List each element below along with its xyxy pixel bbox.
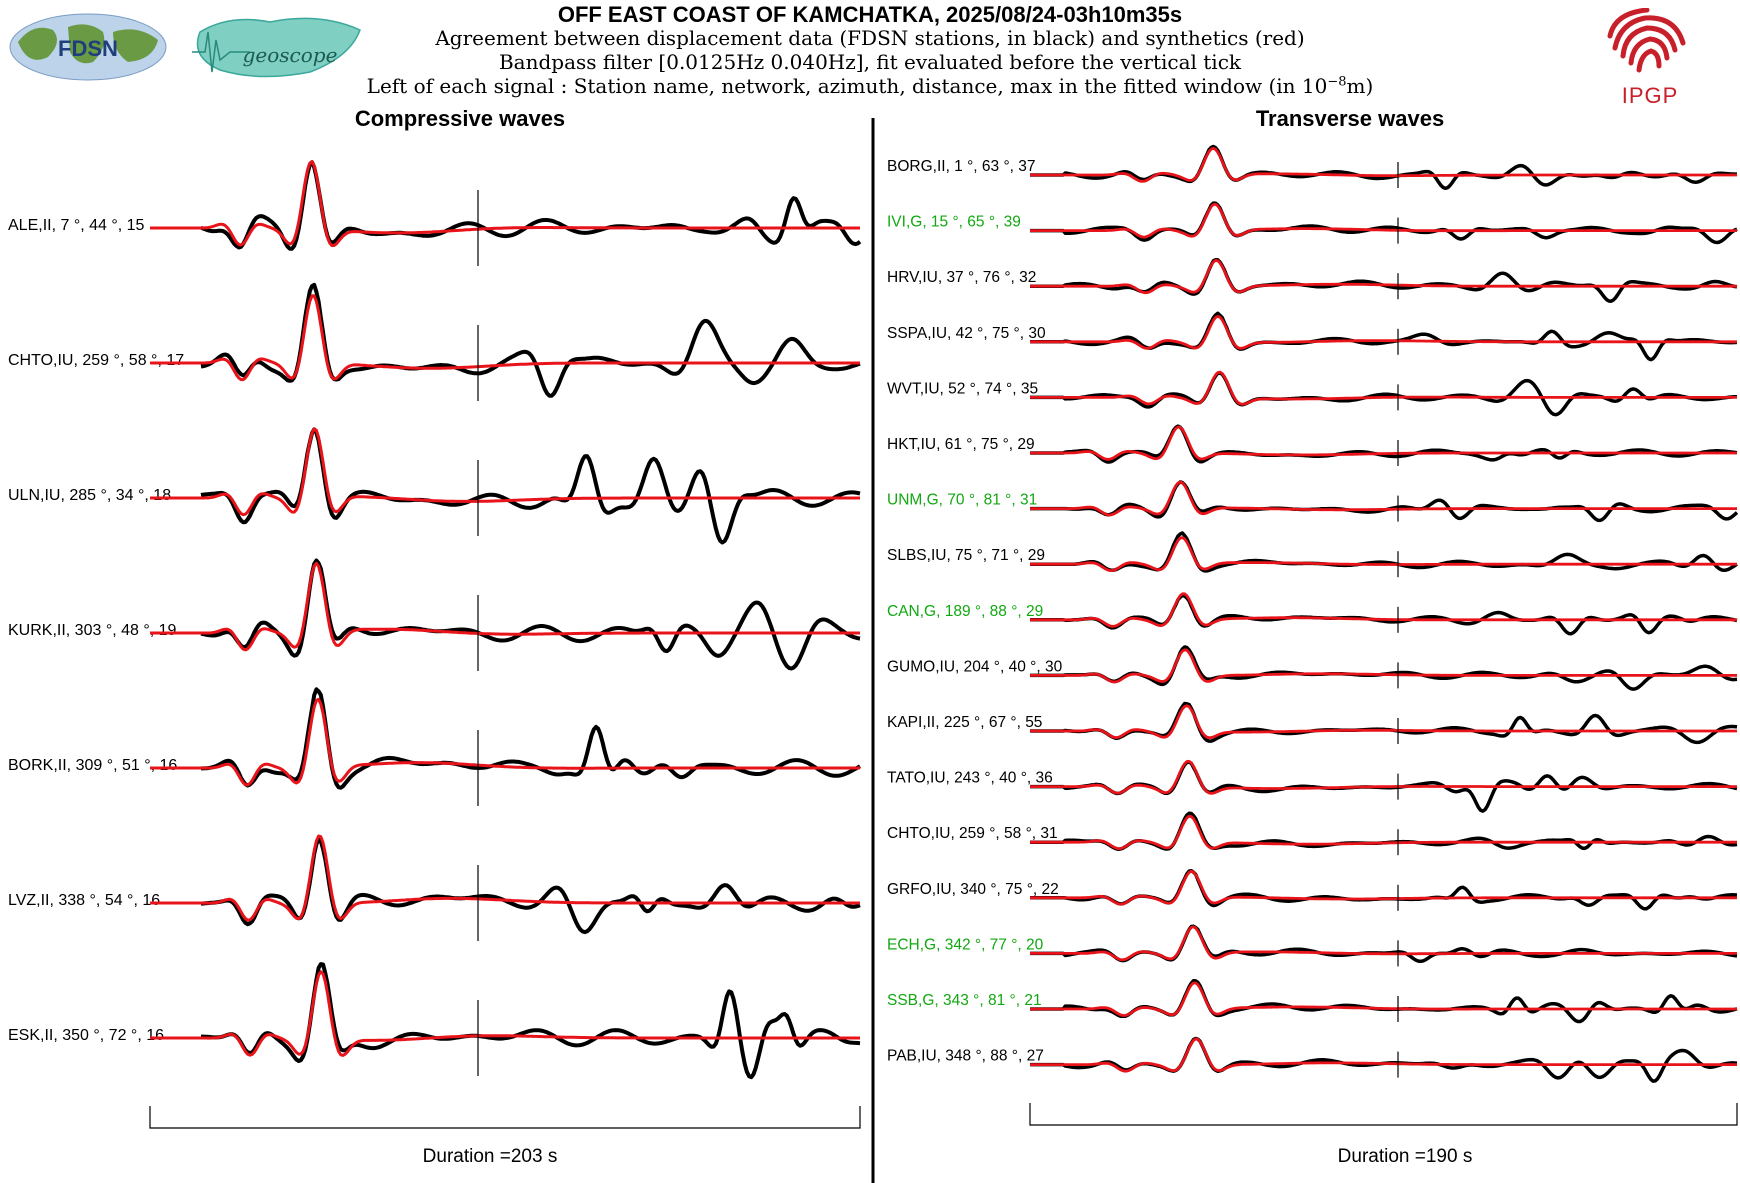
duration-bracket	[1029, 1103, 1738, 1126]
synthetic-trace	[1030, 648, 1737, 684]
data-trace	[1030, 701, 1738, 745]
data-trace	[1030, 978, 1738, 1024]
synthetic-trace	[1030, 146, 1737, 183]
compressive-panel-title: Compressive waves	[354, 106, 566, 131]
ipgp-logo: IPGP	[1607, 8, 1686, 108]
synthetic-trace	[150, 160, 860, 247]
data-trace	[1030, 424, 1738, 464]
ipgp-logo-text: IPGP	[1622, 83, 1679, 108]
synthetic-trace	[150, 834, 860, 922]
fdsn-logo-text: FDSN	[58, 36, 118, 61]
station-label: GUMO,IU, 204 °, 40 °, 30	[887, 658, 1063, 675]
data-trace	[1030, 593, 1738, 636]
subtitle-line-3-suffix: m)	[1346, 74, 1374, 98]
station-label: TATO,IU, 243 °, 40 °, 36	[887, 770, 1053, 787]
figure-title: OFF EAST COAST OF KAMCHATKA, 2025/08/24-…	[557, 2, 1183, 27]
synthetic-trace	[150, 697, 860, 787]
synthetic-trace	[1030, 814, 1737, 850]
synthetic-trace	[1030, 258, 1737, 295]
synthetic-trace	[1030, 925, 1737, 962]
subtitle-line-3-exponent: −8	[1327, 74, 1347, 90]
data-trace	[1030, 311, 1738, 362]
synthetic-trace	[150, 970, 860, 1057]
station-label: SSPA,IU, 42 °, 75 °, 30	[887, 325, 1046, 342]
station-label: WVT,IU, 52 °, 74 °, 35	[887, 380, 1038, 397]
synthetic-trace	[1030, 202, 1737, 239]
station-label: ALE,II, 7 °, 44 °, 15	[8, 217, 145, 234]
data-trace	[1030, 868, 1738, 911]
transverse-panel-title: Transverse waves	[1255, 106, 1445, 131]
geoscope-logo-text: geoscope	[243, 43, 338, 67]
compressive-panel: ALE,II, 7 °, 44 °, 15 CHTO,IU, 259 °, 58 …	[8, 160, 862, 1129]
fdsn-logo: FDSN	[9, 13, 167, 81]
station-label: KAPI,II, 225 °, 67 °, 55	[887, 714, 1042, 731]
data-trace	[1030, 645, 1738, 691]
synthetic-trace	[150, 561, 860, 652]
data-trace	[1030, 257, 1738, 303]
data-trace	[200, 160, 862, 251]
data-trace	[200, 282, 861, 398]
synthetic-trace	[1030, 981, 1737, 1017]
station-label: SSB,G, 343 °, 81 °, 21	[887, 992, 1042, 1009]
station-label: UNM,G, 70 °, 81 °, 31	[887, 492, 1037, 509]
station-label: GRFO,IU, 340 °, 75 °, 22	[887, 881, 1059, 898]
synthetic-trace	[150, 427, 860, 517]
subtitle-line-3: Left of each signal : Station name, netw…	[0, 74, 1740, 98]
station-label: CHTO,IU, 259 °, 58 °, 17	[8, 352, 184, 369]
data-trace	[1030, 371, 1738, 417]
geoscope-logo: geoscope	[192, 17, 361, 78]
station-label: SLBS,IU, 75 °, 71 °, 29	[887, 547, 1045, 564]
synthetic-trace	[1030, 759, 1737, 795]
subtitle-line-3-prefix: Left of each signal : Station name, netw…	[366, 74, 1328, 98]
station-label: HRV,IU, 37 °, 76 °, 32	[887, 269, 1036, 286]
data-trace	[201, 962, 861, 1080]
station-label: ESK,II, 350 °, 72 °, 16	[8, 1027, 164, 1044]
station-label: PAB,IU, 348 °, 88 °, 27	[887, 1048, 1044, 1065]
data-trace	[1030, 201, 1738, 245]
data-trace	[201, 687, 861, 790]
duration-bracket	[149, 1106, 861, 1129]
station-label: IVI,G, 15 °, 65 °, 39	[887, 214, 1021, 231]
transverse-panel: BORG,II, 1 °, 63 °, 37 IVI,G, 15 °, 65 °,…	[887, 144, 1739, 1126]
synthetic-trace	[1030, 869, 1737, 906]
synthetic-trace	[1030, 592, 1737, 628]
subtitle-line-2: Bandpass filter [0.0125Hz 0.040Hz], fit …	[498, 50, 1242, 74]
station-label: ECH,G, 342 °, 77 °, 20	[887, 936, 1044, 953]
data-trace	[1030, 480, 1739, 523]
data-trace	[1030, 144, 1738, 191]
station-label: HKT,IU, 61 °, 75 °, 29	[887, 436, 1035, 453]
station-label: BORK,II, 309 °, 51 °, 16	[8, 757, 177, 774]
synthetic-trace	[1030, 480, 1737, 517]
station-label: CHTO,IU, 259 °, 58 °, 31	[887, 825, 1058, 842]
data-trace	[1030, 531, 1738, 573]
transverse-duration-label: Duration =190 s	[1337, 1146, 1473, 1167]
station-label: LVZ,II, 338 °, 54 °, 16	[8, 892, 160, 909]
station-label: CAN,G, 189 °, 88 °, 29	[887, 603, 1043, 620]
data-trace	[1030, 924, 1738, 964]
station-label: ULN,IU, 285 °, 34 °, 18	[8, 487, 171, 504]
synthetic-trace	[150, 294, 860, 382]
data-trace	[1030, 1036, 1738, 1083]
synthetic-trace	[1030, 704, 1737, 740]
synthetic-trace	[1030, 314, 1737, 350]
subtitle-line-1: Agreement between displacement data (FDS…	[435, 26, 1305, 50]
station-label: KURK,II, 303 °, 48 °, 19	[8, 622, 177, 639]
data-trace	[200, 558, 861, 671]
station-label: BORG,II, 1 °, 63 °, 37	[887, 158, 1036, 175]
compressive-duration-label: Duration =203 s	[422, 1146, 558, 1167]
synthetic-trace	[1030, 370, 1737, 406]
data-trace	[200, 427, 861, 545]
synthetic-trace	[1030, 425, 1737, 461]
synthetic-trace	[1030, 1037, 1737, 1073]
synthetic-trace	[1030, 536, 1737, 572]
